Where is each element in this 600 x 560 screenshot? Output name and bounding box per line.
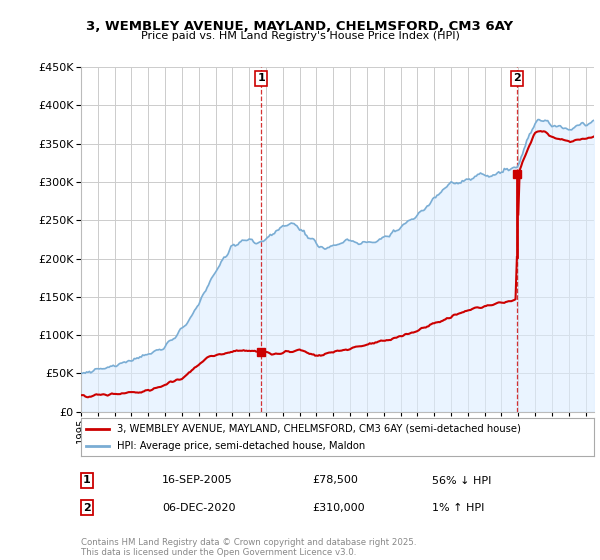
Text: £310,000: £310,000 <box>312 503 365 513</box>
Text: 1: 1 <box>83 475 91 486</box>
Text: 1% ↑ HPI: 1% ↑ HPI <box>432 503 484 513</box>
Text: 06-DEC-2020: 06-DEC-2020 <box>162 503 235 513</box>
Text: £78,500: £78,500 <box>312 475 358 486</box>
Text: 3, WEMBLEY AVENUE, MAYLAND, CHELMSFORD, CM3 6AY: 3, WEMBLEY AVENUE, MAYLAND, CHELMSFORD, … <box>86 20 514 32</box>
Text: 16-SEP-2005: 16-SEP-2005 <box>162 475 233 486</box>
Text: HPI: Average price, semi-detached house, Maldon: HPI: Average price, semi-detached house,… <box>117 441 365 451</box>
Text: 56% ↓ HPI: 56% ↓ HPI <box>432 475 491 486</box>
Text: Price paid vs. HM Land Registry's House Price Index (HPI): Price paid vs. HM Land Registry's House … <box>140 31 460 41</box>
Text: 3, WEMBLEY AVENUE, MAYLAND, CHELMSFORD, CM3 6AY (semi-detached house): 3, WEMBLEY AVENUE, MAYLAND, CHELMSFORD, … <box>117 424 521 434</box>
Text: 1: 1 <box>257 73 265 83</box>
Text: Contains HM Land Registry data © Crown copyright and database right 2025.
This d: Contains HM Land Registry data © Crown c… <box>81 538 416 557</box>
Text: 2: 2 <box>83 503 91 513</box>
Text: 2: 2 <box>513 73 521 83</box>
